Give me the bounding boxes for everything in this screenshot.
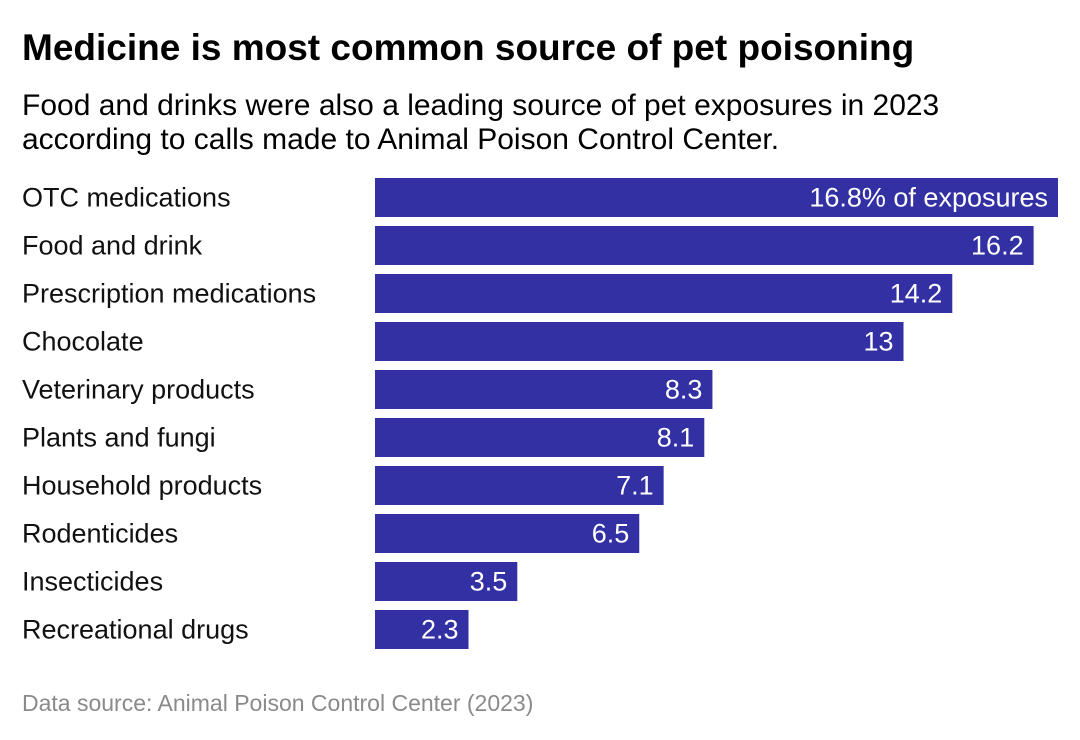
bar	[375, 226, 1034, 265]
bar	[375, 418, 705, 457]
category-label: Prescription medications	[22, 279, 316, 309]
bar	[375, 610, 469, 649]
bar	[375, 466, 664, 505]
data-label: 7.1	[616, 471, 654, 501]
category-label: OTC medications	[22, 183, 231, 213]
data-label: 16.2	[971, 231, 1024, 261]
category-label: Food and drink	[22, 231, 203, 261]
bar	[375, 322, 904, 361]
bar	[375, 514, 640, 553]
data-source-note: Data source: Animal Poison Control Cente…	[22, 690, 534, 716]
bar	[375, 274, 953, 313]
category-label: Veterinary products	[22, 375, 255, 405]
data-label: 14.2	[890, 279, 943, 309]
category-label: Insecticides	[22, 567, 163, 597]
data-label: 8.1	[657, 423, 695, 453]
bar	[375, 370, 713, 409]
data-label: 2.3	[421, 615, 459, 645]
bar	[375, 562, 518, 601]
chart-title: Medicine is most common source of pet po…	[22, 27, 915, 68]
category-label: Chocolate	[22, 327, 144, 357]
category-label: Plants and fungi	[22, 423, 216, 453]
data-label: 8.3	[665, 375, 703, 405]
data-label: 16.8% of exposures	[809, 183, 1048, 213]
data-label: 13	[863, 327, 893, 357]
bar	[375, 178, 1058, 217]
category-label: Household products	[22, 471, 262, 501]
data-label: 6.5	[592, 519, 630, 549]
category-label: Rodenticides	[22, 519, 178, 549]
category-label: Recreational drugs	[22, 615, 249, 645]
chart-subtitle: Food and drinks were also a leading sour…	[22, 89, 940, 156]
data-label: 3.5	[470, 567, 508, 597]
